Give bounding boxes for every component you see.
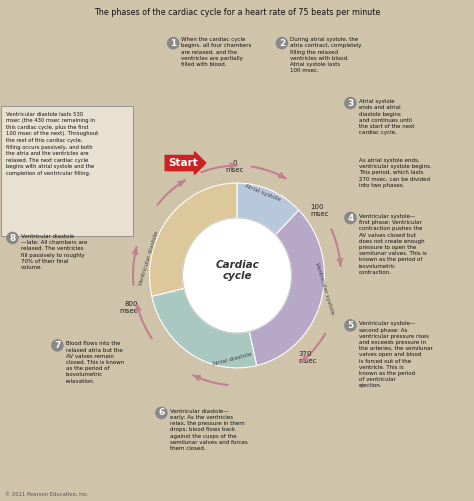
Text: 0
msec: 0 msec bbox=[225, 160, 244, 173]
Text: 100
msec: 100 msec bbox=[310, 204, 329, 217]
Text: 7: 7 bbox=[54, 341, 61, 350]
Text: Ventricular diastole lasts 530
msec (the 430 msec remaining in
this cardiac cycl: Ventricular diastole lasts 530 msec (the… bbox=[6, 112, 99, 176]
Text: 5: 5 bbox=[347, 321, 354, 330]
Text: Ventricular systole—
second phase: As
ventricular pressure rises
and exceeds pre: Ventricular systole— second phase: As ve… bbox=[359, 322, 433, 388]
Text: Atrial systole
ends and atrial
diastole begins
and continues until
the start of : Atrial systole ends and atrial diastole … bbox=[359, 99, 414, 135]
Text: Start: Start bbox=[168, 158, 198, 168]
Text: Blood flows into the
relaxed atria but the
AV valves remain
closed. This is know: Blood flows into the relaxed atria but t… bbox=[66, 341, 124, 384]
Text: 6: 6 bbox=[158, 408, 164, 417]
Text: Ventricular diastole—
early: As the ventricles
relax, the pressure in them
drops: Ventricular diastole— early: As the vent… bbox=[170, 409, 247, 451]
Text: 370
msec: 370 msec bbox=[299, 351, 317, 364]
Text: When the cardiac cycle
begins, all four chambers
are relaxed, and the
ventricles: When the cardiac cycle begins, all four … bbox=[181, 37, 252, 67]
Text: Atrial systole: Atrial systole bbox=[244, 183, 282, 202]
Text: Ventricular systole: Ventricular systole bbox=[314, 261, 335, 315]
Text: 8: 8 bbox=[9, 233, 16, 242]
Text: Ventricular diastole: Ventricular diastole bbox=[138, 230, 159, 286]
Text: © 2011 Pearson Education, Inc.: © 2011 Pearson Education, Inc. bbox=[5, 491, 89, 496]
Text: Ventricular diastole
—late: All chambers are
relaxed. The ventricles
fill passiv: Ventricular diastole —late: All chambers… bbox=[21, 234, 87, 270]
Text: 1: 1 bbox=[170, 39, 176, 48]
Text: The phases of the cardiac cycle for a heart rate of 75 beats per minute: The phases of the cardiac cycle for a he… bbox=[94, 8, 380, 17]
Text: Ventricular systole—
first phase: Ventricular
contraction pushes the
AV valves c: Ventricular systole— first phase: Ventri… bbox=[359, 214, 427, 275]
Text: As atrial systole ends,
ventricular systole begins.
This period, which lasts
270: As atrial systole ends, ventricular syst… bbox=[359, 158, 431, 188]
Wedge shape bbox=[249, 210, 324, 366]
Text: 800
msec: 800 msec bbox=[119, 302, 138, 315]
FancyBboxPatch shape bbox=[0, 106, 133, 235]
Wedge shape bbox=[237, 183, 299, 235]
Text: During atrial systole, the
atria contract, completely
filling the relaxed
ventri: During atrial systole, the atria contrac… bbox=[291, 37, 362, 73]
Text: 2: 2 bbox=[279, 39, 285, 48]
Text: 3: 3 bbox=[347, 99, 354, 108]
Text: 4: 4 bbox=[347, 213, 354, 222]
Circle shape bbox=[182, 218, 292, 333]
Wedge shape bbox=[150, 183, 237, 296]
Wedge shape bbox=[152, 289, 256, 368]
Text: Atrial diastole: Atrial diastole bbox=[212, 352, 253, 367]
Text: Cardiac
cycle: Cardiac cycle bbox=[215, 260, 259, 281]
